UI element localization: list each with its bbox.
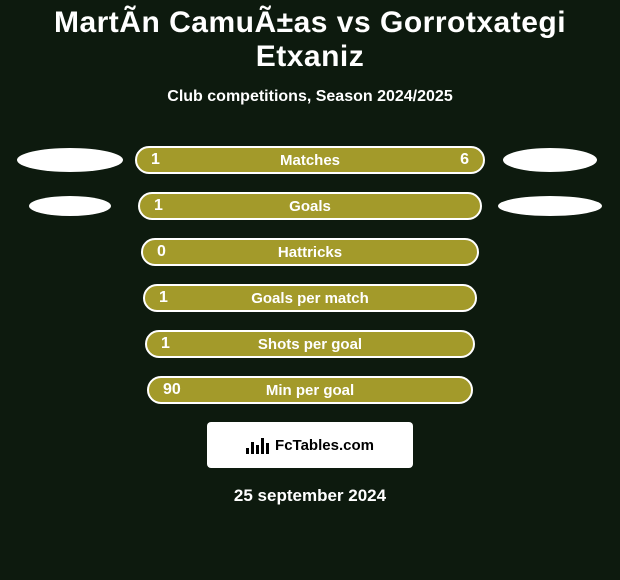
ellipse-right-wrap: [485, 148, 615, 172]
metric-bar: 1 Goals: [138, 192, 482, 220]
metric-left-value: 0: [157, 243, 166, 261]
metric-left-value: 1: [151, 151, 160, 169]
metric-row: 0 Hattricks: [0, 238, 620, 266]
metric-outer: 1 Goals per match: [135, 284, 485, 312]
metric-label: Min per goal: [266, 382, 354, 399]
logo-text: FcTables.com: [275, 437, 374, 454]
metric-outer: 0 Hattricks: [135, 238, 485, 266]
metric-bar: 1 Goals per match: [143, 284, 477, 312]
metric-outer: 90 Min per goal: [135, 376, 485, 404]
metric-bar: 1 Shots per goal: [145, 330, 475, 358]
fctables-logo[interactable]: FcTables.com: [207, 422, 413, 468]
ellipse-left-wrap: [5, 196, 135, 216]
metric-label: Goals: [289, 198, 331, 215]
metric-row: 1 Shots per goal: [0, 330, 620, 358]
comparison-card: MartÃ­n CamuÃ±as vs Gorrotxategi Etxaniz…: [0, 0, 620, 580]
ellipse-right-wrap: [485, 196, 615, 216]
metric-row: 1 Goals per match: [0, 284, 620, 312]
metric-row: 90 Min per goal: [0, 376, 620, 404]
metric-outer: 1 Shots per goal: [135, 330, 485, 358]
metric-bar: 90 Min per goal: [147, 376, 473, 404]
player-right-ellipse: [498, 196, 602, 216]
player-right-ellipse: [503, 148, 597, 172]
metric-bar: 0 Hattricks: [141, 238, 479, 266]
metric-label: Matches: [280, 152, 340, 169]
metric-left-value: 90: [163, 381, 181, 399]
player-left-ellipse: [29, 196, 111, 216]
metric-left-value: 1: [161, 335, 170, 353]
metric-outer: 1 Matches 6: [135, 146, 485, 174]
metric-label: Hattricks: [278, 244, 342, 261]
metrics-container: 1 Matches 6 1 Goals 0 Hattricks 1 Goals per matc…: [0, 146, 620, 404]
metric-right-value: 6: [460, 151, 469, 169]
metric-row: 1 Goals: [0, 192, 620, 220]
metric-label: Shots per goal: [258, 336, 362, 353]
date-label: 25 september 2024: [0, 486, 620, 506]
metric-outer: 1 Goals: [135, 192, 485, 220]
chart-bars-icon: [246, 436, 269, 454]
page-title: MartÃ­n CamuÃ±as vs Gorrotxategi Etxaniz: [0, 6, 620, 74]
metric-left-value: 1: [159, 289, 168, 307]
ellipse-left-wrap: [5, 148, 135, 172]
metric-row: 1 Matches 6: [0, 146, 620, 174]
player-left-ellipse: [17, 148, 123, 172]
subtitle: Club competitions, Season 2024/2025: [0, 88, 620, 106]
metric-label: Goals per match: [251, 290, 369, 307]
metric-bar: 1 Matches 6: [135, 146, 485, 174]
metric-left-value: 1: [154, 197, 163, 215]
